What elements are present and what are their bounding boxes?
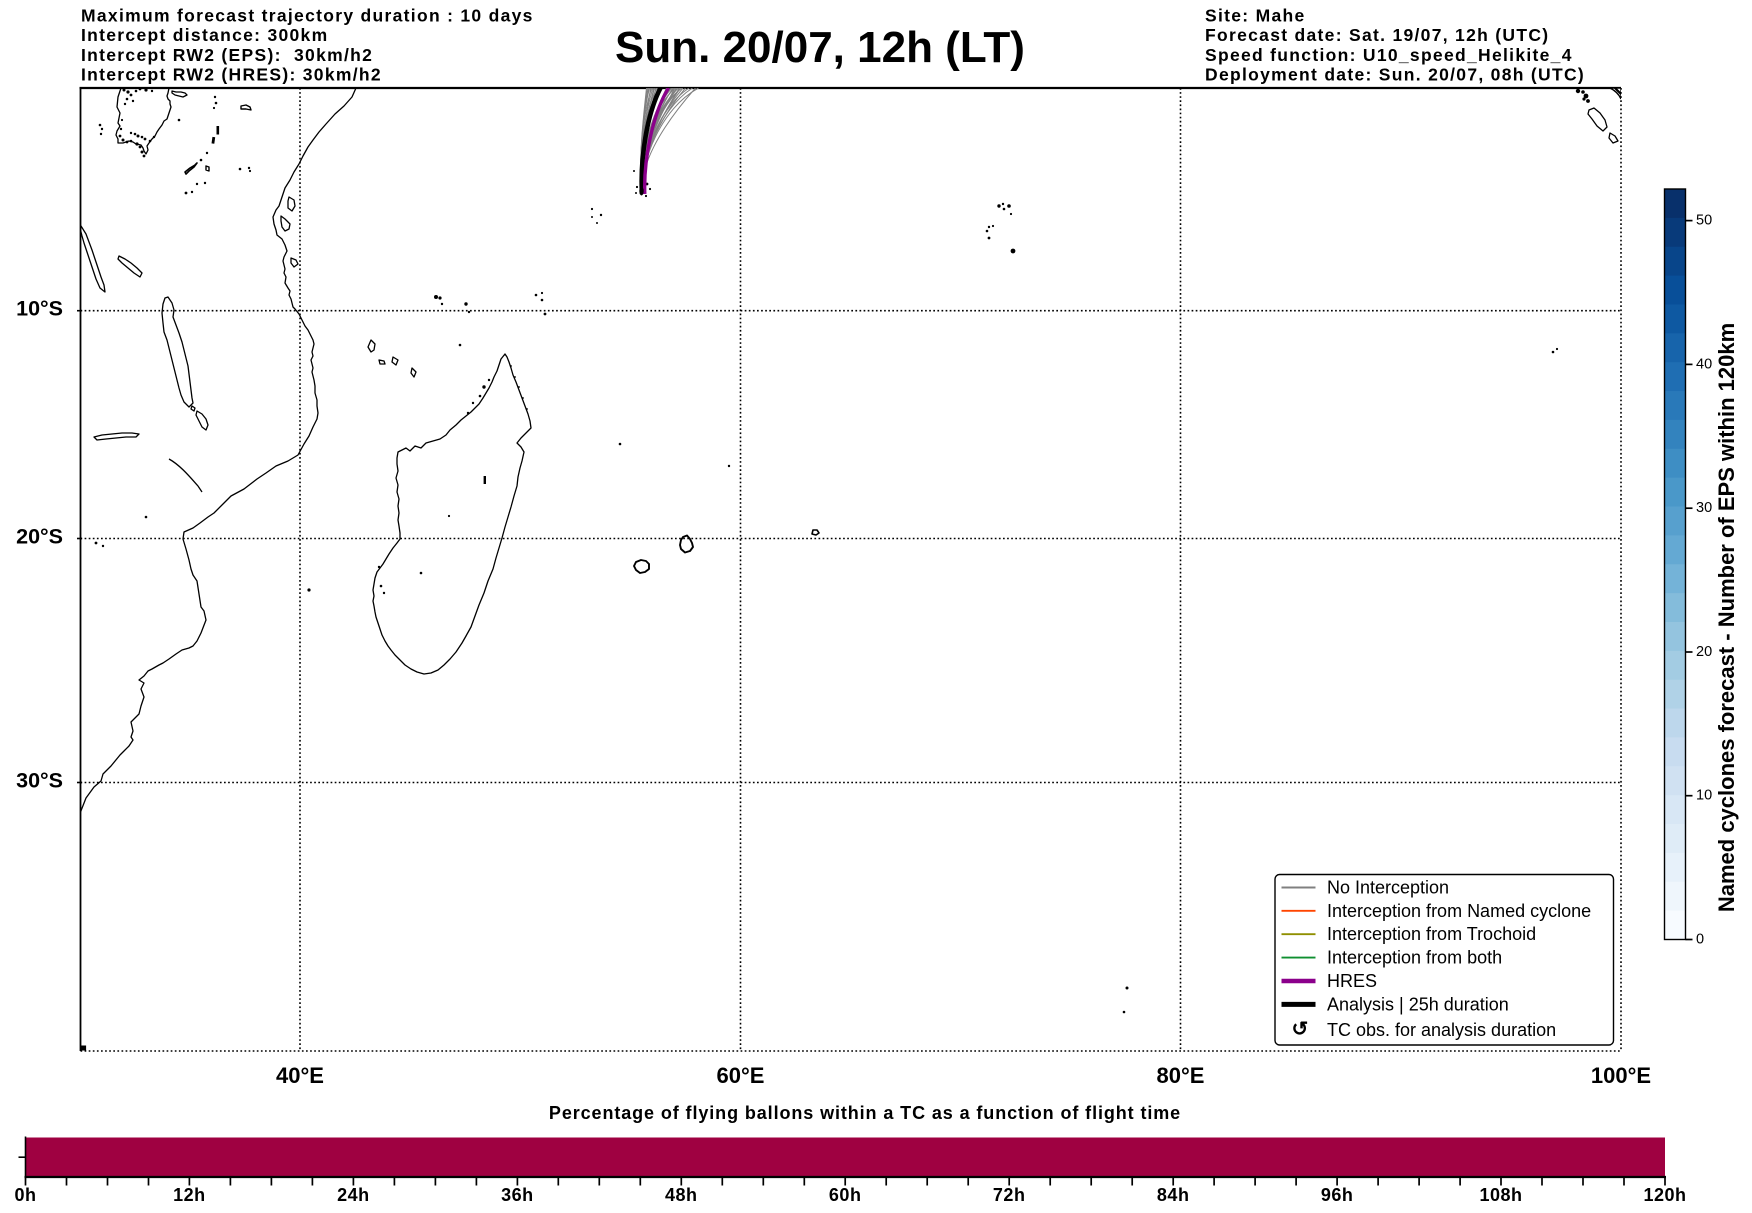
svg-text:50: 50 <box>1696 213 1712 229</box>
svg-text:No Interception: No Interception <box>1327 878 1449 898</box>
svg-text:0h: 0h <box>14 1185 36 1205</box>
svg-text:Interception from both: Interception from both <box>1327 948 1502 968</box>
svg-text:Intercept RW2 (HRES): 30km/h2: Intercept RW2 (HRES): 30km/h2 <box>81 65 382 85</box>
svg-text:Intercept distance: 300km: Intercept distance: 300km <box>81 25 328 45</box>
svg-text:40°E: 40°E <box>276 1063 324 1088</box>
svg-text:Site: Mahe: Site: Mahe <box>1205 6 1306 26</box>
svg-text:60°E: 60°E <box>717 1063 765 1088</box>
svg-text:0: 0 <box>1696 932 1704 948</box>
svg-text:↺: ↺ <box>1292 1019 1309 1041</box>
svg-text:Analysis | 25h duration: Analysis | 25h duration <box>1327 994 1509 1014</box>
svg-text:30: 30 <box>1696 500 1712 516</box>
svg-text:Interception from Trochoid: Interception from Trochoid <box>1327 924 1536 944</box>
svg-text:20: 20 <box>1696 644 1712 660</box>
svg-text:72h: 72h <box>993 1185 1026 1205</box>
svg-text:120h: 120h <box>1643 1185 1686 1205</box>
svg-text:Speed function: U10_speed_Heli: Speed function: U10_speed_Helikite_4 <box>1205 45 1573 65</box>
svg-text:60h: 60h <box>829 1185 862 1205</box>
svg-text:48h: 48h <box>665 1185 698 1205</box>
svg-text:10: 10 <box>1696 788 1712 804</box>
svg-text:Interception from Named cyclon: Interception from Named cyclone <box>1327 901 1591 921</box>
svg-text:12h: 12h <box>173 1185 206 1205</box>
svg-text:36h: 36h <box>501 1185 534 1205</box>
svg-text:30°S: 30°S <box>16 769 63 793</box>
svg-text:HRES: HRES <box>1327 971 1377 991</box>
svg-text:Named cyclones forecast - Numb: Named cyclones forecast - Number of EPS … <box>1714 323 1739 912</box>
svg-text:Percentage of flying ballons w: Percentage of flying ballons within a TC… <box>549 1103 1181 1123</box>
svg-text:40: 40 <box>1696 356 1712 372</box>
svg-text:Intercept RW2 (EPS): 30km/h2: Intercept RW2 (EPS): 30km/h2 <box>81 45 373 65</box>
svg-text:Sun. 20/07, 12h (LT): Sun. 20/07, 12h (LT) <box>615 23 1025 72</box>
svg-text:108h: 108h <box>1479 1185 1522 1205</box>
svg-text:20°S: 20°S <box>16 525 63 549</box>
svg-text:10°S: 10°S <box>16 297 63 321</box>
svg-text:Forecast date: Sat. 19/07, 12h: Forecast date: Sat. 19/07, 12h (UTC) <box>1205 25 1549 45</box>
svg-text:24h: 24h <box>337 1185 370 1205</box>
svg-text:100°E: 100°E <box>1591 1063 1651 1088</box>
svg-text:84h: 84h <box>1157 1185 1190 1205</box>
svg-text:80°E: 80°E <box>1157 1063 1205 1088</box>
svg-text:96h: 96h <box>1321 1185 1354 1205</box>
svg-text:Deployment date: Sun. 20/07, 0: Deployment date: Sun. 20/07, 08h (UTC) <box>1205 65 1585 85</box>
svg-text:TC obs. for analysis duration: TC obs. for analysis duration <box>1327 1020 1556 1040</box>
svg-text:Maximum forecast trajectory du: Maximum forecast trajectory duration : 1… <box>81 6 534 26</box>
